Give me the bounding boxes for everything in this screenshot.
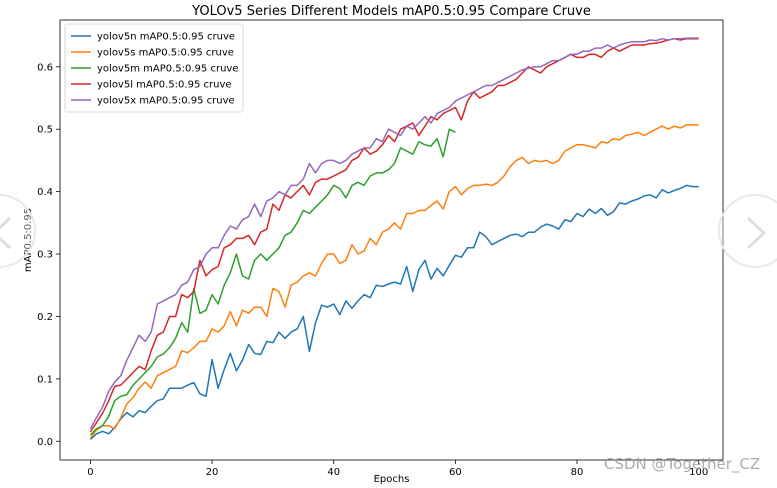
legend-label: yolov5n mAP0.5:0.95 cruve <box>97 32 235 43</box>
legend-label: yolov5m mAP0.5:0.95 cruve <box>97 64 238 75</box>
series-line-4 <box>89 37 699 433</box>
chevron-right-icon <box>746 216 767 250</box>
y-tick-label: 0.2 <box>37 312 53 323</box>
x-tick-label: 20 <box>206 467 219 478</box>
legend-label: yolov5x mAP0.5:0.95 cruve <box>97 96 235 107</box>
legend-label: yolov5s mAP0.5:0.95 cruve <box>97 48 234 59</box>
y-tick-label: 0.4 <box>37 187 53 198</box>
series-line-3 <box>89 128 456 436</box>
y-tick-label: 0.6 <box>37 62 53 73</box>
series-line-5 <box>89 37 699 430</box>
watermark-text: CSDN @Together_CZ <box>604 455 761 473</box>
chart-title: YOLOv5 Series Different Models mAP0.5:0.… <box>191 4 591 19</box>
chevron-left-icon <box>0 216 12 250</box>
y-tick-label: 0.3 <box>37 250 53 261</box>
previous-image-button[interactable] <box>0 194 36 268</box>
x-tick-label: 80 <box>571 467 584 478</box>
x-tick-label: 60 <box>449 467 462 478</box>
x-tick-label: 40 <box>327 467 340 478</box>
next-image-button[interactable] <box>718 194 777 268</box>
y-tick-label: 0.0 <box>37 437 53 448</box>
series-line-1 <box>89 184 699 440</box>
legend-box <box>64 23 244 113</box>
x-axis-label: Epochs <box>374 474 410 484</box>
legend-label: yolov5l mAP0.5:0.95 cruve <box>97 80 232 91</box>
y-tick-label: 0.5 <box>37 125 53 136</box>
x-tick-label: 0 <box>87 467 93 478</box>
y-tick-label: 0.1 <box>37 374 53 385</box>
x-tick-label: 100 <box>689 467 708 478</box>
series-line-2 <box>89 124 699 439</box>
